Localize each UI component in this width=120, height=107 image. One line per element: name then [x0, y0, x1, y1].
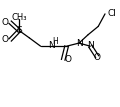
- Text: O: O: [94, 53, 101, 62]
- Text: O: O: [2, 35, 9, 44]
- Text: N: N: [49, 41, 55, 50]
- Text: N: N: [87, 41, 94, 50]
- Text: O: O: [64, 55, 71, 64]
- Text: S: S: [16, 26, 22, 35]
- Text: O: O: [2, 18, 9, 27]
- Text: Cl: Cl: [108, 9, 117, 18]
- Text: H: H: [52, 37, 58, 46]
- Text: N: N: [76, 39, 82, 48]
- Text: CH₃: CH₃: [11, 13, 27, 22]
